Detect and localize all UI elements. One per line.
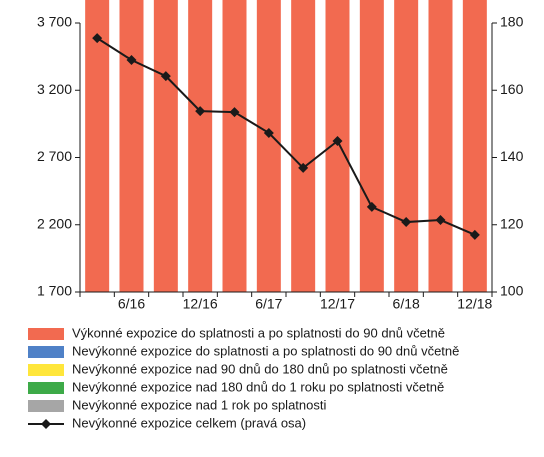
legend-label: Nevýkonné expozice celkem (pravá osa) — [72, 415, 306, 430]
line-marker — [126, 54, 137, 65]
line-marker — [160, 71, 171, 82]
x-tick-label: 12/17 — [320, 296, 355, 312]
bar-segment — [153, 0, 178, 293]
legend-marker — [41, 419, 51, 429]
line-marker — [298, 162, 309, 173]
bar-segment — [462, 0, 487, 293]
line-marker — [92, 33, 103, 44]
bar-segment — [222, 0, 247, 293]
line-marker — [401, 217, 412, 228]
line-marker — [435, 215, 446, 226]
y-tick-label: 2 700 — [37, 148, 72, 164]
bar-segment — [256, 0, 281, 292]
y-tick-label: 1 700 — [37, 283, 72, 299]
y2-tick-label: 100 — [500, 283, 524, 299]
bar-segment — [428, 0, 453, 292]
legend-label: Nevýkonné expozice nad 1 rok po splatnos… — [72, 397, 326, 412]
x-tick-label: 12/16 — [183, 296, 218, 312]
legend-label: Výkonné expozice do splatnosti a po spla… — [72, 325, 445, 340]
bar-segment — [394, 0, 419, 292]
legend-swatch — [28, 364, 64, 376]
y2-tick-label: 180 — [500, 14, 524, 30]
legend-label: Nevýkonné expozice nad 90 dnů do 180 dnů… — [72, 361, 448, 376]
legend-swatch — [28, 382, 64, 394]
x-tick-label: 6/17 — [255, 296, 282, 312]
y-tick-label: 3 700 — [37, 14, 72, 30]
y-tick-label: 3 200 — [37, 81, 72, 97]
bar-segment — [119, 0, 144, 292]
bar-segment — [85, 0, 110, 293]
line-marker — [263, 127, 274, 138]
legend-label: Nevýkonné expozice nad 180 dnů do 1 roku… — [72, 379, 444, 394]
bar-segment — [291, 0, 316, 292]
line-marker — [229, 107, 240, 118]
bar-segment — [359, 0, 384, 293]
x-tick-label: 6/16 — [118, 296, 145, 312]
legend-swatch — [28, 346, 64, 358]
y2-tick-label: 120 — [500, 215, 524, 231]
y2-tick-label: 140 — [500, 148, 524, 164]
line — [96, 37, 476, 236]
legend-swatch — [28, 400, 64, 412]
x-tick-label: 6/18 — [393, 296, 420, 312]
line-marker — [332, 136, 343, 147]
legend-label: Nevýkonné expozice do splatnosti a po sp… — [72, 343, 459, 358]
line-marker — [469, 229, 480, 240]
y-tick-label: 2 200 — [37, 215, 72, 231]
legend-swatch — [28, 328, 64, 340]
x-tick-label: 12/18 — [457, 296, 492, 312]
line-marker — [366, 201, 377, 212]
y2-tick-label: 160 — [500, 81, 524, 97]
bar-segment — [188, 0, 213, 292]
line-marker — [195, 106, 206, 117]
